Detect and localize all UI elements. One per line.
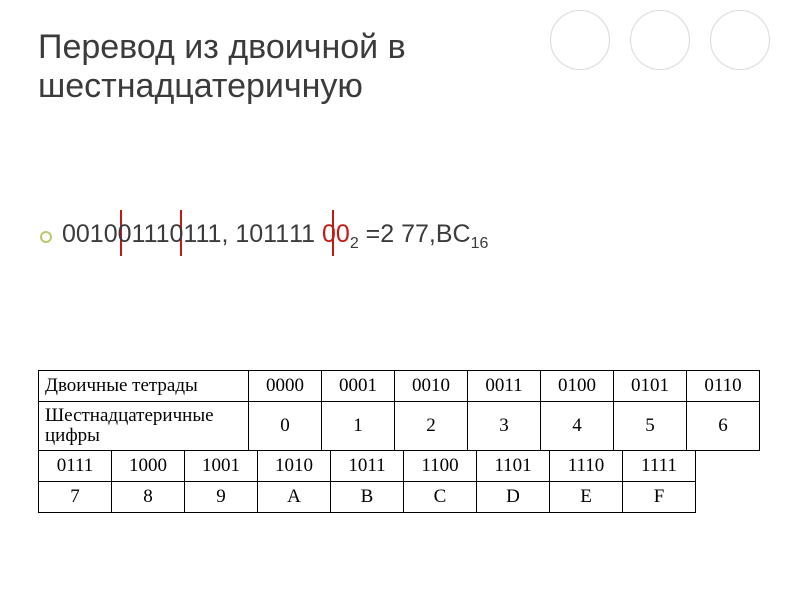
table-1: Двоичные тетрады000000010010001101000101… [38, 370, 760, 451]
table-cell: 6 [687, 402, 760, 451]
table-cell: E [550, 481, 623, 512]
table-cell: 1001 [185, 450, 258, 481]
table-cell: 1010 [258, 450, 331, 481]
table-cell: F [623, 481, 696, 512]
expression: 001001110111, 101111 002 =2 77,BC16 [62, 220, 488, 253]
table-cell: 1000 [112, 450, 185, 481]
table-cell: 0000 [249, 371, 322, 402]
table-cell: 0001 [322, 371, 395, 402]
table-row: Двоичные тетрады000000010010001101000101… [39, 371, 760, 402]
decor-circles [550, 10, 770, 70]
table-2: 011110001001101010111100110111101111789A… [38, 450, 696, 513]
table-cell: D [477, 481, 550, 512]
table-cell: A [258, 481, 331, 512]
table-cell: B [331, 481, 404, 512]
expr-group-1: 0010 [62, 220, 118, 248]
table-cell: 0101 [614, 371, 687, 402]
expr-sub-2: 16 [471, 235, 489, 252]
table-cell: 1111 [623, 450, 696, 481]
slide-title: Перевод из двоичной в шестнадцатеричную [38, 28, 558, 106]
table-cell: 5 [614, 402, 687, 451]
decor-circle [550, 10, 610, 70]
expr-group-3: 0111 [170, 220, 222, 248]
table-cell: 1100 [404, 450, 477, 481]
table-cell: 0 [249, 402, 322, 451]
table-row: Шестнадцатеричные цифры0123456 [39, 402, 760, 451]
divider-3 [332, 210, 334, 256]
bullet-row: 001001110111, 101111 002 =2 77,BC16 [40, 220, 488, 253]
expr-group-2: 0111 [118, 220, 170, 248]
table-cell: 0110 [687, 371, 760, 402]
table-cell: 8 [112, 481, 185, 512]
table-header-cell: Шестнадцатеричные цифры [39, 402, 249, 451]
decor-circle [710, 10, 770, 70]
table-cell: 0010 [395, 371, 468, 402]
table-cell: 0111 [39, 450, 112, 481]
expr-comma: , [221, 220, 228, 248]
table-cell: C [404, 481, 477, 512]
expr-eq: =2 77,BC [359, 220, 471, 248]
expr-group-4: 1011 [235, 220, 289, 248]
expr-tail-black: 11 [289, 220, 322, 248]
table-cell: 0100 [541, 371, 614, 402]
table-row: 011110001001101010111100110111101111 [39, 450, 696, 481]
expr-sub-1: 2 [350, 235, 359, 252]
table-cell: 0011 [468, 371, 541, 402]
table-cell: 7 [39, 481, 112, 512]
expr-tail-red: 00 [322, 220, 350, 248]
table-cell: 1110 [550, 450, 623, 481]
decor-circle [630, 10, 690, 70]
table-cell: 1011 [331, 450, 404, 481]
table-row: 789ABCDEF [39, 481, 696, 512]
table-cell: 3 [468, 402, 541, 451]
bullet-icon [40, 231, 52, 243]
tables-container: Двоичные тетрады000000010010001101000101… [38, 370, 762, 513]
table-cell: 1 [322, 402, 395, 451]
table-cell: 2 [395, 402, 468, 451]
table-cell: 1101 [477, 450, 550, 481]
table-cell: 4 [541, 402, 614, 451]
table-cell: 9 [185, 481, 258, 512]
table-header-cell: Двоичные тетрады [39, 371, 249, 402]
